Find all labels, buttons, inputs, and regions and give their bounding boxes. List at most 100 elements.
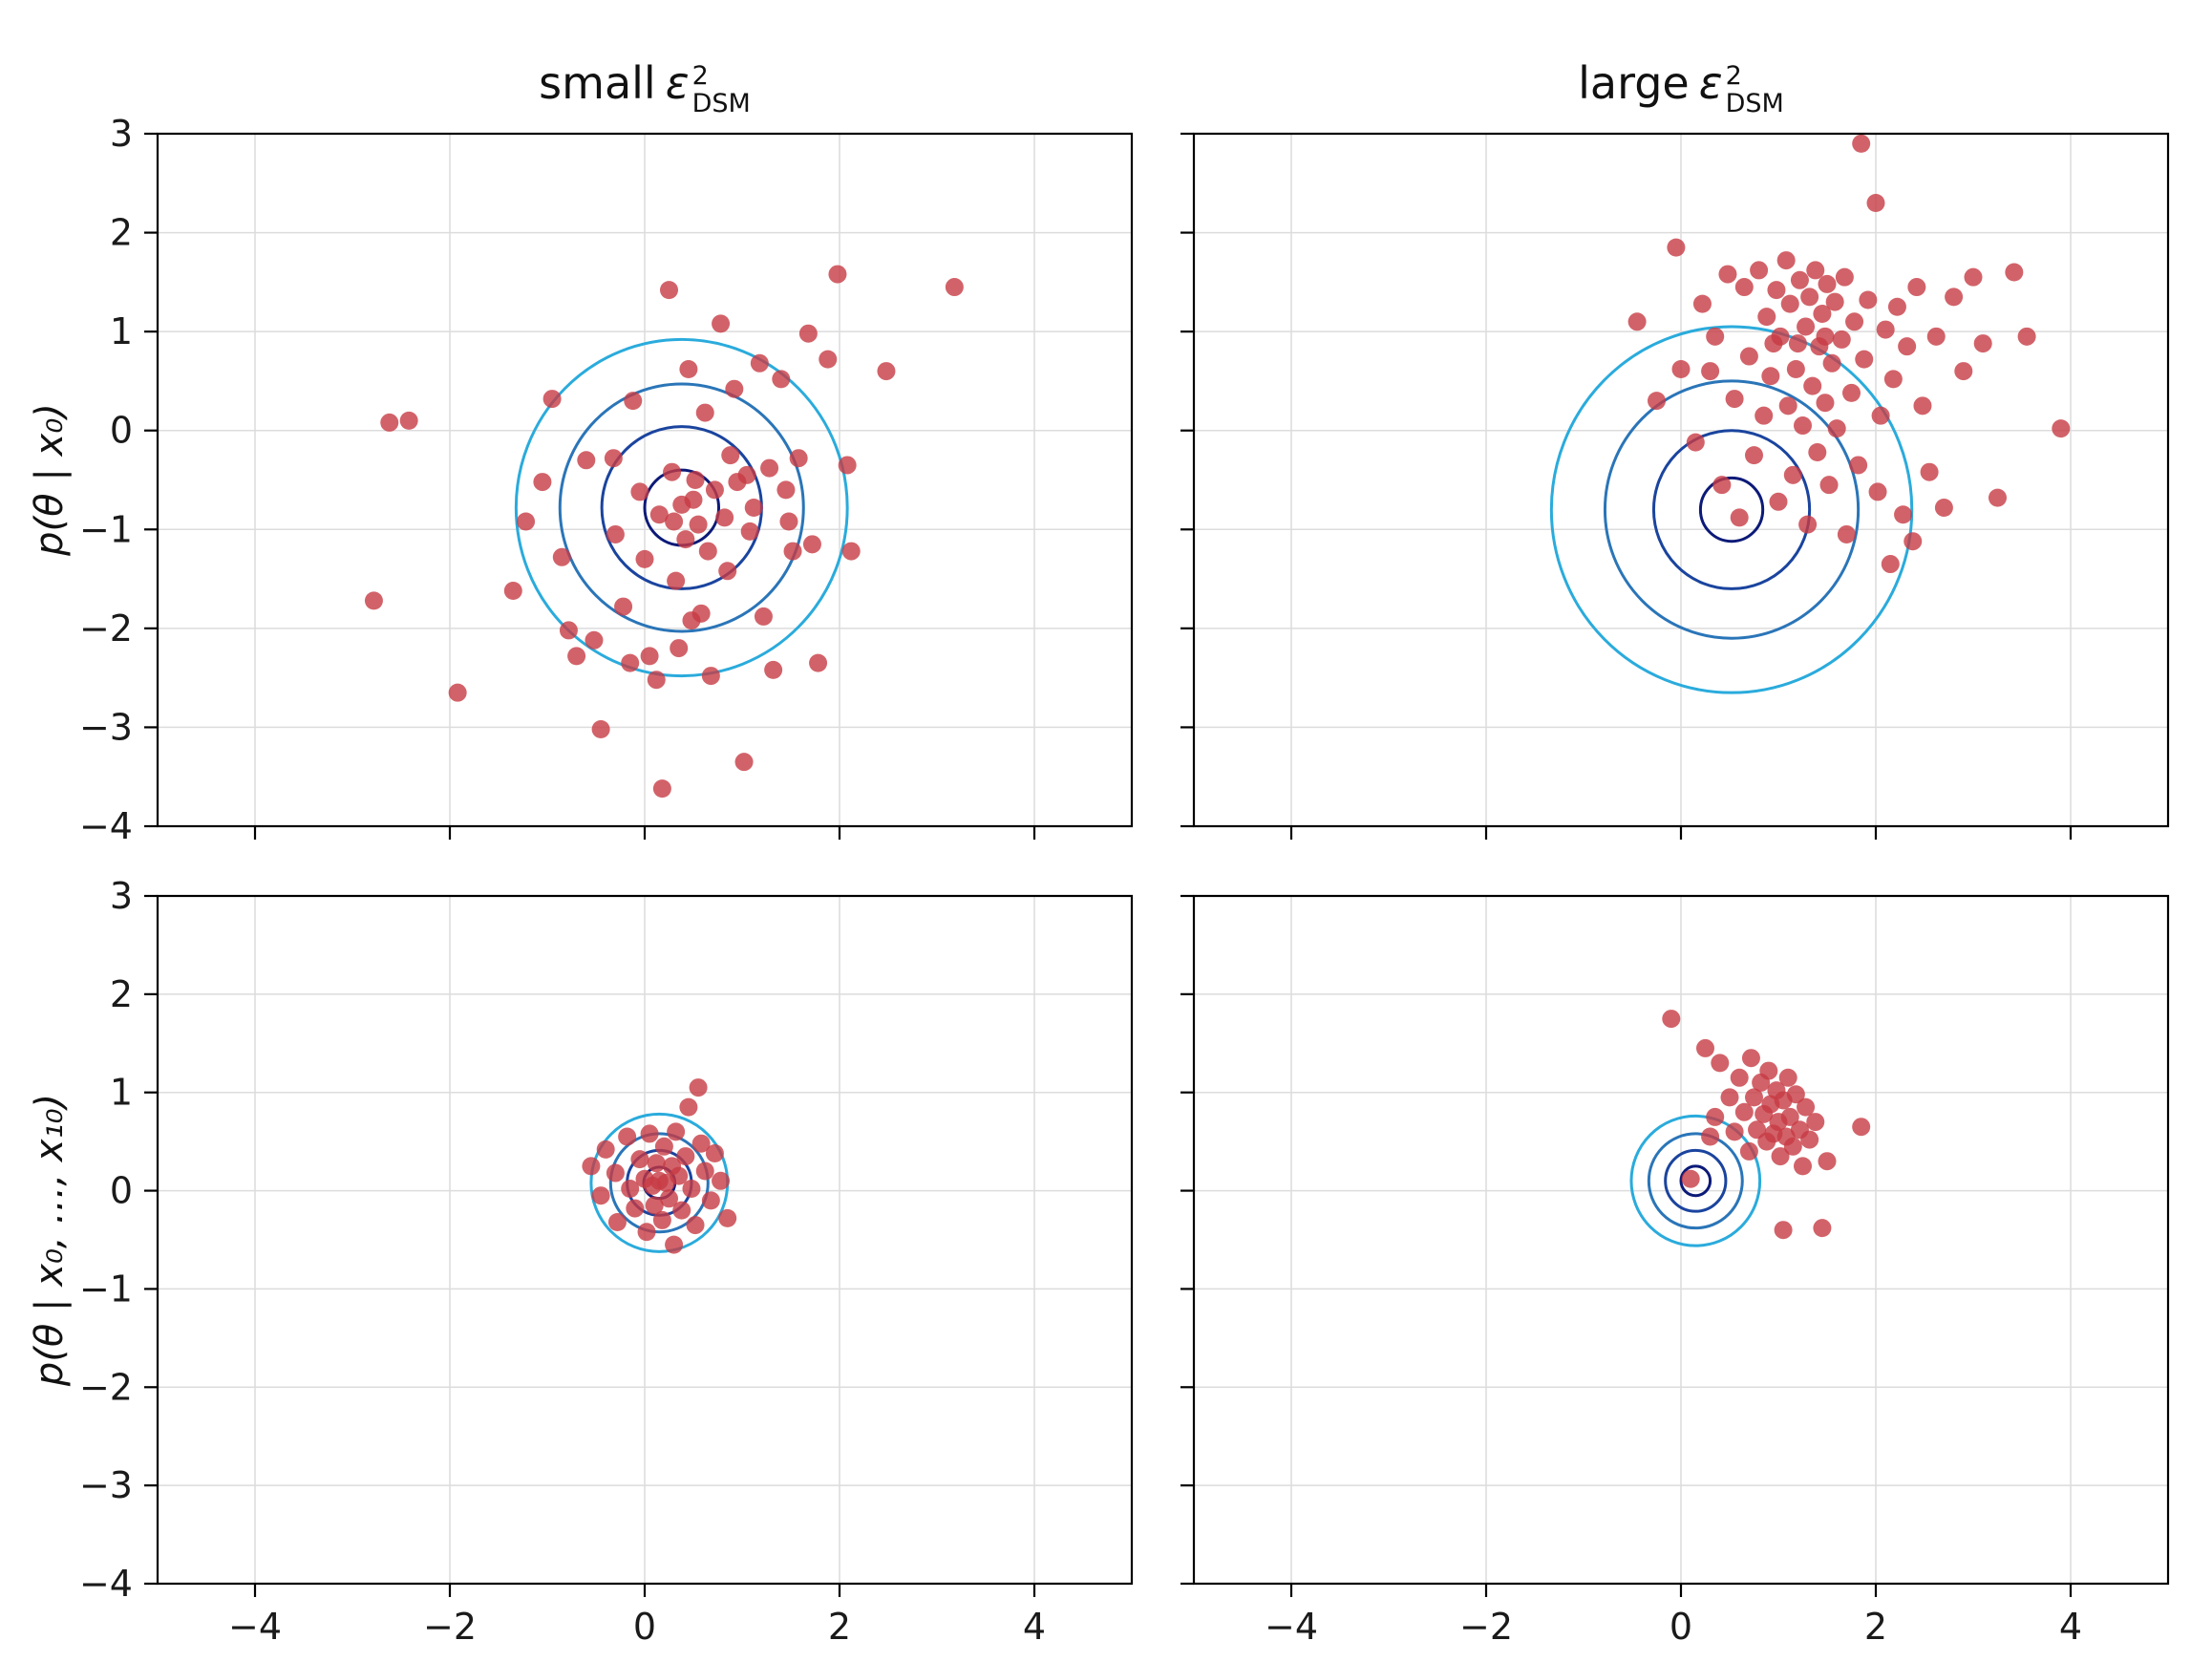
contour-circle — [1679, 1164, 1712, 1198]
contour-circle — [1651, 429, 1812, 590]
scatter-point — [1745, 1088, 1763, 1107]
scatter-point — [1806, 261, 1825, 280]
scatter-point — [624, 392, 643, 411]
scatter-point — [744, 499, 763, 517]
contour-circle — [1664, 1148, 1728, 1213]
scatter-point — [667, 571, 686, 590]
scatter-point — [1767, 281, 1786, 300]
scatter-point — [626, 1199, 645, 1218]
scatter-point — [1696, 1038, 1714, 1057]
scatter-point — [380, 413, 399, 432]
scatter-point — [660, 281, 678, 300]
scatter-point — [1778, 1068, 1797, 1087]
scatter-point — [679, 360, 698, 378]
scatter-point — [1855, 350, 1874, 369]
scatter-point — [679, 1097, 698, 1117]
scatter-point — [1842, 383, 1861, 402]
scatter-point — [1741, 1049, 1760, 1068]
x-tick-label: −2 — [423, 1606, 477, 1648]
scatter-point — [718, 562, 737, 581]
scatter-point — [1692, 294, 1712, 313]
axis-ticks — [1180, 132, 2073, 840]
y-tick-label: −2 — [79, 607, 133, 650]
scatter-point — [1701, 1127, 1720, 1146]
scatter-point — [1837, 524, 1856, 543]
scatter-point — [1876, 320, 1895, 339]
scatter-point — [577, 451, 596, 470]
y-tick-label: 1 — [110, 310, 133, 352]
scatter-point — [1973, 334, 1992, 353]
x-tick-label: −4 — [1265, 1606, 1318, 1648]
scatter-point — [1859, 290, 1878, 309]
ylabel-posterior-x0-x10: p(θ | x₀, …, x₁₀) — [28, 1093, 72, 1387]
contour-circle — [1647, 1132, 1744, 1230]
tick-labels: −4 −3 −2 −1 0 1 2 3 — [79, 113, 133, 847]
contour-circles — [1549, 325, 1914, 694]
scatter-point — [1852, 1118, 1871, 1137]
scatter-point — [591, 1186, 610, 1205]
scatter-point — [1883, 370, 1903, 389]
epsilon-symbol: ε — [1698, 57, 1723, 109]
scatter-point — [585, 630, 604, 650]
scatter-point — [689, 1078, 708, 1097]
scatter-point — [712, 1171, 731, 1190]
scatter-point — [828, 265, 847, 284]
scatter-point — [1720, 1088, 1739, 1107]
x-tick-label: 0 — [633, 1606, 656, 1648]
scatter-point — [1849, 456, 1868, 475]
scatter-point — [1907, 278, 1926, 297]
scatter-point — [1818, 274, 1837, 293]
ylabel-posterior-x0: p(θ | x₀) — [28, 403, 72, 556]
y-tick-label: 1 — [110, 1072, 133, 1114]
scatter-point — [1718, 265, 1737, 284]
scatter-point — [1894, 505, 1913, 524]
scatter-point — [1725, 1122, 1744, 1141]
scatter-point — [503, 582, 522, 600]
scatter-point — [1780, 1107, 1799, 1126]
scatter-point — [1786, 1085, 1805, 1104]
scatter-point — [552, 547, 571, 566]
scatter-point — [1813, 1219, 1832, 1238]
scatter-point — [1745, 446, 1763, 465]
scatter-point — [1800, 288, 1819, 307]
x-tick-label: −4 — [228, 1606, 282, 1648]
scatter-point — [1797, 1097, 1816, 1117]
scatter-point — [1926, 327, 1946, 346]
scatter-point — [640, 647, 659, 666]
scatter-point — [1761, 367, 1780, 386]
epsilon-supsub: 2 DSM — [1726, 62, 1784, 117]
title-prefix: large — [1578, 57, 1690, 109]
scatter-point — [1783, 1137, 1802, 1156]
scatter-point — [1750, 261, 1769, 280]
scatter-point — [1934, 499, 1953, 517]
scatter-point — [1845, 312, 1864, 331]
scatter-point — [1681, 1169, 1700, 1188]
plot-panel-bottom-right: −4 −2 0 2 4 — [1180, 894, 2170, 1648]
scatter-point — [448, 683, 467, 702]
scatter-point — [606, 524, 625, 543]
y-tick-label: −3 — [79, 1464, 133, 1506]
scatter-point — [1881, 555, 1900, 574]
scatter-point — [667, 1122, 686, 1141]
x-tick-label: 4 — [1023, 1606, 1046, 1648]
scatter-point — [1627, 312, 1647, 331]
scatter-point — [1816, 394, 1835, 413]
scatter-point — [1866, 194, 1885, 212]
scatter-point — [1706, 1107, 1725, 1126]
axis-ticks — [1180, 894, 2073, 1597]
scatter-point — [789, 449, 808, 468]
y-tick-label: 2 — [110, 973, 133, 1015]
scatter-point — [663, 462, 682, 481]
scatter-point — [399, 411, 418, 430]
scatter-point — [701, 1191, 720, 1210]
scatter-point — [542, 390, 562, 409]
scatter-point — [682, 1180, 701, 1199]
scatter-point — [1825, 292, 1844, 311]
scatter-point — [1887, 297, 1906, 316]
scatter-point — [1808, 443, 1827, 461]
scatter-point — [718, 1208, 737, 1227]
scatter-point — [725, 379, 744, 398]
scatter-point — [809, 653, 828, 672]
scatter-point — [2005, 263, 2024, 282]
scatter-point — [764, 660, 783, 679]
